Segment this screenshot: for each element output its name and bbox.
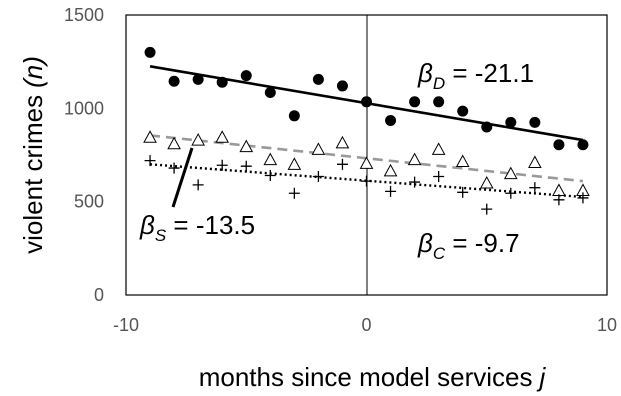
data-point-d [144, 46, 156, 58]
beta-d-symbol: β [417, 58, 433, 88]
x-tick-label: 10 [597, 315, 617, 335]
beta-d-annotation: βD = -21.1 [417, 58, 534, 93]
data-point-s [191, 133, 205, 146]
data-point-d [385, 114, 397, 126]
beta-s-symbol: β [139, 210, 155, 240]
data-point-c [264, 170, 276, 182]
data-point-d [192, 73, 204, 85]
beta-c-annotation: βC = -9.7 [417, 228, 520, 263]
data-point-d [312, 73, 324, 85]
data-point-s [383, 163, 398, 177]
x-axis-title-text: months since model services [199, 362, 533, 392]
annotation-pointer [171, 147, 194, 208]
y-axis-title-var: (n) [18, 56, 48, 88]
beta-d-value: = -21.1 [445, 58, 534, 88]
beta-c-value: = -9.7 [445, 228, 519, 258]
data-points [143, 46, 590, 215]
data-point-c [361, 175, 372, 187]
data-point-s [479, 175, 494, 189]
x-axis-ticks: -10 0 10 [113, 315, 617, 335]
data-point-s [528, 155, 542, 168]
beta-s-annotation: βS = -13.5 [139, 210, 255, 245]
data-point-s [503, 166, 518, 180]
beta-s-value: = -13.5 [166, 210, 255, 240]
data-point-d [216, 76, 228, 88]
y-tick-label: 1500 [64, 5, 104, 25]
data-point-s [215, 130, 230, 143]
data-point-c [240, 160, 252, 172]
y-axis-title: violent crimes (n) [18, 56, 48, 254]
data-point-d [529, 116, 541, 128]
data-point-s [143, 130, 157, 143]
x-axis-title-var: j [537, 362, 547, 392]
data-point-c [481, 203, 493, 215]
data-point-d [168, 75, 180, 87]
data-point-d [240, 70, 252, 82]
data-point-s [263, 152, 278, 166]
data-point-c [168, 162, 180, 174]
data-point-d [553, 139, 565, 151]
data-point-d [481, 121, 493, 133]
data-point-c [553, 194, 565, 206]
y-tick-label: 500 [74, 192, 104, 212]
data-point-c [216, 159, 228, 171]
data-point-s [167, 136, 181, 150]
beta-d-subscript: D [433, 74, 445, 93]
data-point-s [311, 142, 326, 155]
beta-s-subscript: S [155, 226, 167, 245]
beta-c-subscript: C [433, 244, 446, 263]
data-point-s [359, 156, 374, 169]
data-point-c [144, 155, 156, 167]
x-axis-title: months since model services j [199, 362, 547, 392]
y-tick-label: 0 [94, 285, 104, 305]
data-point-c [529, 182, 541, 194]
x-tick-label: 0 [361, 315, 371, 335]
data-point-d [457, 105, 469, 117]
data-point-c [312, 170, 324, 182]
data-point-c [192, 179, 204, 191]
x-tick-label: -10 [113, 315, 139, 335]
y-tick-label: 1000 [64, 98, 104, 118]
y-axis-ticks: 0 500 1000 1500 [64, 5, 104, 305]
data-point-d [433, 96, 445, 108]
data-point-d [577, 139, 589, 151]
data-point-c [409, 176, 421, 188]
y-axis-title-text: violent crimes [18, 95, 48, 254]
data-point-s [335, 135, 350, 149]
data-point-c [336, 158, 348, 170]
beta-c-symbol: β [417, 228, 433, 258]
data-point-s [552, 183, 566, 196]
data-point-d [409, 96, 421, 108]
data-point-c [505, 187, 517, 199]
data-point-d [505, 116, 517, 128]
data-point-d [361, 96, 372, 108]
data-point-c [457, 186, 469, 198]
data-point-s [407, 152, 422, 166]
data-point-s [431, 142, 446, 155]
data-point-c [433, 170, 445, 182]
data-point-s [455, 154, 470, 168]
data-point-c [288, 187, 300, 199]
data-point-s [287, 157, 302, 170]
data-point-d [288, 110, 300, 122]
data-point-d [336, 80, 348, 92]
data-point-c [385, 185, 397, 197]
data-point-s [239, 139, 254, 153]
data-point-c [577, 192, 589, 204]
data-point-d [264, 86, 276, 98]
